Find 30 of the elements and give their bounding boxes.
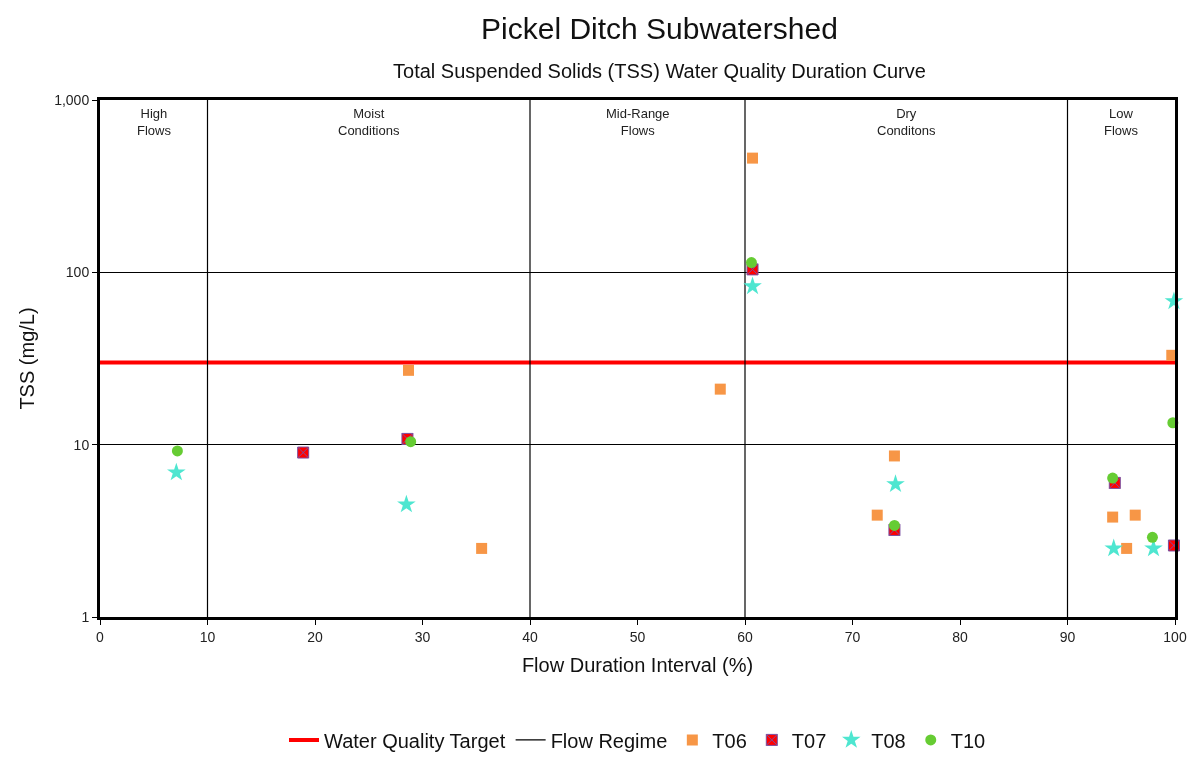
legend-label: T10: [950, 729, 986, 752]
x-tick-label: 50: [629, 628, 646, 645]
legend-label: Water Quality Target: [324, 729, 506, 752]
legend-label: T06: [712, 729, 747, 752]
y-tick-label: 1,000: [54, 91, 90, 108]
annotation: High Flows: [137, 106, 172, 138]
x-tick-label: 80: [952, 628, 968, 645]
x-tick-label: 20: [307, 628, 323, 645]
x-tick-label: 100: [1163, 628, 1187, 645]
x-tick-label: 40: [522, 628, 538, 645]
chart-title: Pickel Ditch Subwatershed: [481, 11, 838, 45]
x-tick-label: 30: [414, 628, 431, 645]
chart-subtitle: Total Suspended Solids (TSS) Water Quality Duration Curve: [393, 59, 926, 82]
annotation: Moist Conditions: [338, 106, 400, 138]
x-tick-label: 90: [1059, 628, 1076, 645]
x-tick-label: 10: [199, 628, 216, 645]
annotation: Low Flows: [1104, 106, 1139, 138]
x-axis-title: Flow Duration Interval (%): [521, 654, 754, 677]
annotation: Dry Conditons: [877, 106, 937, 138]
y-tick-label: 1: [81, 608, 90, 625]
annotation: Mid-Range Flows: [606, 106, 670, 138]
x-tick-label: 0: [96, 628, 105, 645]
legend-label: T08: [871, 729, 906, 752]
legend-label: T07: [791, 729, 827, 752]
x-tick-label: 60: [737, 628, 753, 645]
y-tick-label: 100: [65, 264, 90, 281]
legend-label: Flow Regime: [550, 729, 668, 752]
y-tick-label: 10: [73, 436, 90, 453]
y-axis-title: TSS (mg/L): [15, 307, 38, 410]
x-tick-label: 70: [844, 628, 861, 645]
